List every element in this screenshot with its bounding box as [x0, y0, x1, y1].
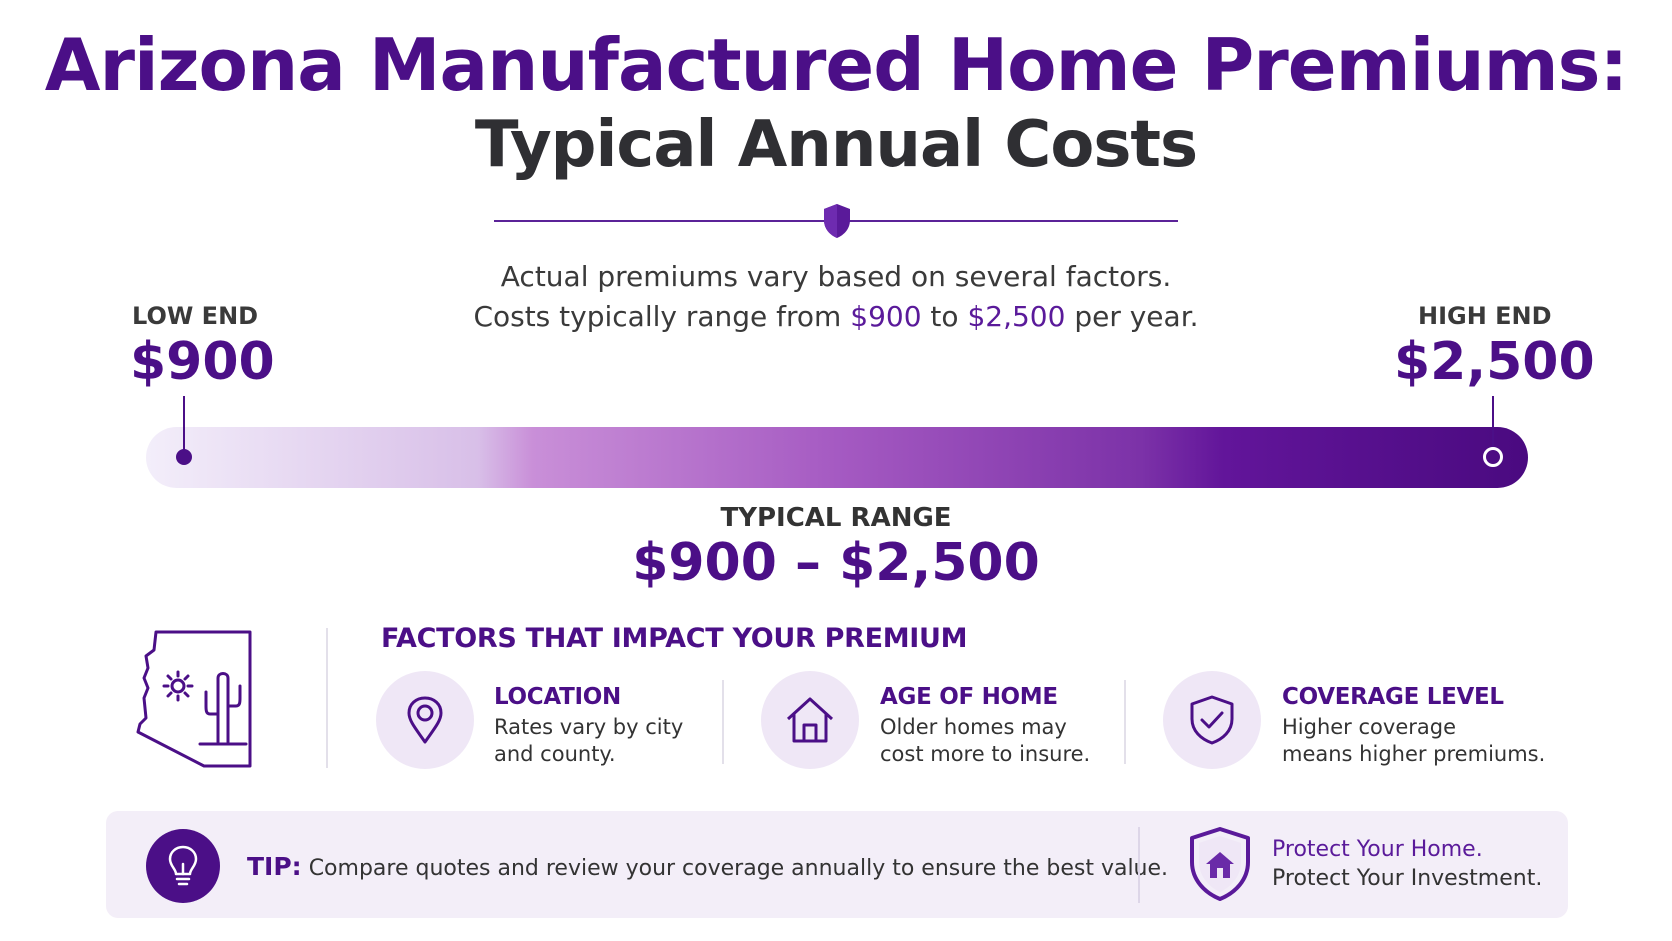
low-marker-line: [183, 396, 185, 452]
high-end-value: $2,500: [1394, 332, 1595, 392]
map-separator: [326, 628, 328, 768]
home-shield-icon: [1190, 827, 1250, 901]
page-title: Arizona Manufactured Home Premiums:: [44, 23, 1629, 107]
protect-home-text: Protect Your Home.: [1272, 837, 1483, 862]
factor-location-title: LOCATION: [494, 684, 621, 710]
divider-right: [848, 220, 1178, 222]
factor-age-desc-1: Older homes may: [880, 715, 1067, 739]
factor-location-desc-2: and county.: [494, 742, 616, 766]
factor-separator-2: [1124, 680, 1126, 764]
factor-age-desc-2: cost more to insure.: [880, 742, 1091, 766]
factor-separator-1: [722, 680, 724, 764]
lightbulb-icon-circle: [146, 829, 220, 903]
high-end-label: HIGH END: [1418, 302, 1552, 330]
typical-range-label: TYPICAL RANGE: [720, 503, 952, 533]
factors-heading: FACTORS THAT IMPACT YOUR PREMIUM: [381, 623, 968, 654]
factor-age-title: AGE OF HOME: [880, 684, 1058, 710]
tip-text: TIP: Compare quotes and review your cove…: [247, 852, 1168, 881]
intro-suffix: per year.: [1074, 300, 1199, 333]
range-bar: [146, 427, 1528, 488]
tip-box: [106, 811, 1568, 918]
intro-to: to: [930, 300, 959, 333]
intro-prefix: Costs typically range from: [473, 300, 842, 333]
shield-check-icon: [1190, 695, 1234, 745]
high-marker-dot: [1483, 447, 1503, 467]
coverage-icon-circle: [1163, 671, 1261, 769]
high-marker-line: [1492, 396, 1494, 448]
age-icon-circle: [761, 671, 859, 769]
factor-location-desc-1: Rates vary by city: [494, 715, 684, 739]
protect-investment-text: Protect Your Investment.: [1272, 866, 1543, 891]
low-end-value: $900: [130, 332, 275, 392]
divider-left: [494, 220, 826, 222]
factor-coverage-desc-1: Higher coverage: [1282, 715, 1456, 739]
factor-age-desc: Older homes may cost more to insure.: [880, 714, 1140, 768]
intro-line-2: Costs typically range from $900 to $2,50…: [336, 297, 1336, 337]
tip-label: TIP:: [247, 852, 302, 881]
arizona-map-icon: [136, 630, 252, 768]
intro-low-value: $900: [850, 300, 922, 333]
lightbulb-icon: [168, 845, 198, 886]
intro-text: Actual premiums vary based on several fa…: [336, 257, 1336, 337]
location-icon-circle: [376, 671, 474, 769]
typical-range-value: $900 – $2,500: [632, 533, 1040, 593]
intro-high-value: $2,500: [967, 300, 1066, 333]
location-pin-icon: [407, 696, 443, 744]
factor-coverage-title: COVERAGE LEVEL: [1282, 684, 1504, 710]
tip-body: Compare quotes and review your coverage …: [308, 856, 1169, 881]
factor-location-desc: Rates vary by city and county.: [494, 714, 754, 768]
page-subtitle-heading: Typical Annual Costs: [474, 108, 1198, 182]
factor-coverage-desc: Higher coverage means higher premiums.: [1282, 714, 1572, 768]
intro-line-1: Actual premiums vary based on several fa…: [500, 260, 1172, 293]
low-end-label: LOW END: [132, 302, 259, 330]
factor-coverage-desc-2: means higher premiums.: [1282, 742, 1546, 766]
shield-icon: [824, 204, 850, 238]
low-marker-dot: [176, 449, 192, 465]
house-icon: [786, 697, 834, 743]
tip-separator: [1138, 827, 1140, 903]
